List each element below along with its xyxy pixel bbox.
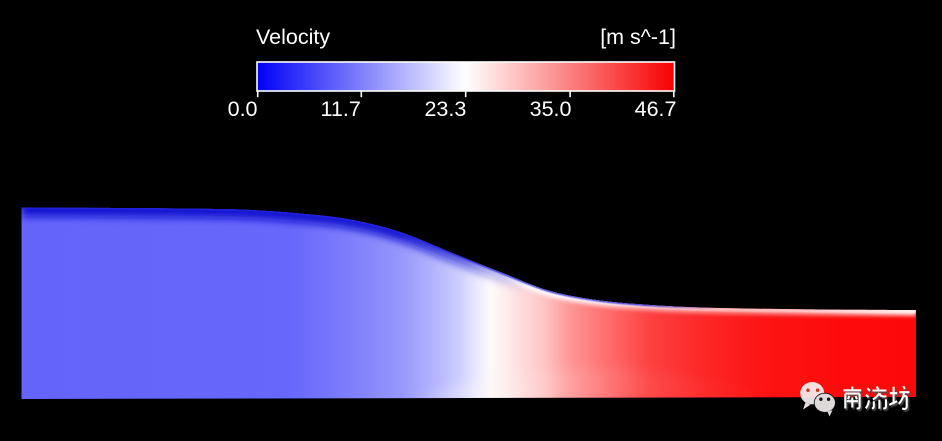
svg-text:46.7: 46.7 — [635, 97, 677, 121]
svg-text:23.3: 23.3 — [424, 97, 466, 121]
svg-text:35.0: 35.0 — [530, 97, 572, 121]
svg-text:Velocity: Velocity — [256, 25, 330, 49]
svg-text:0.0: 0.0 — [228, 97, 258, 121]
svg-text:[m s^-1]: [m s^-1] — [600, 25, 676, 49]
svg-text:11.7: 11.7 — [321, 97, 361, 121]
